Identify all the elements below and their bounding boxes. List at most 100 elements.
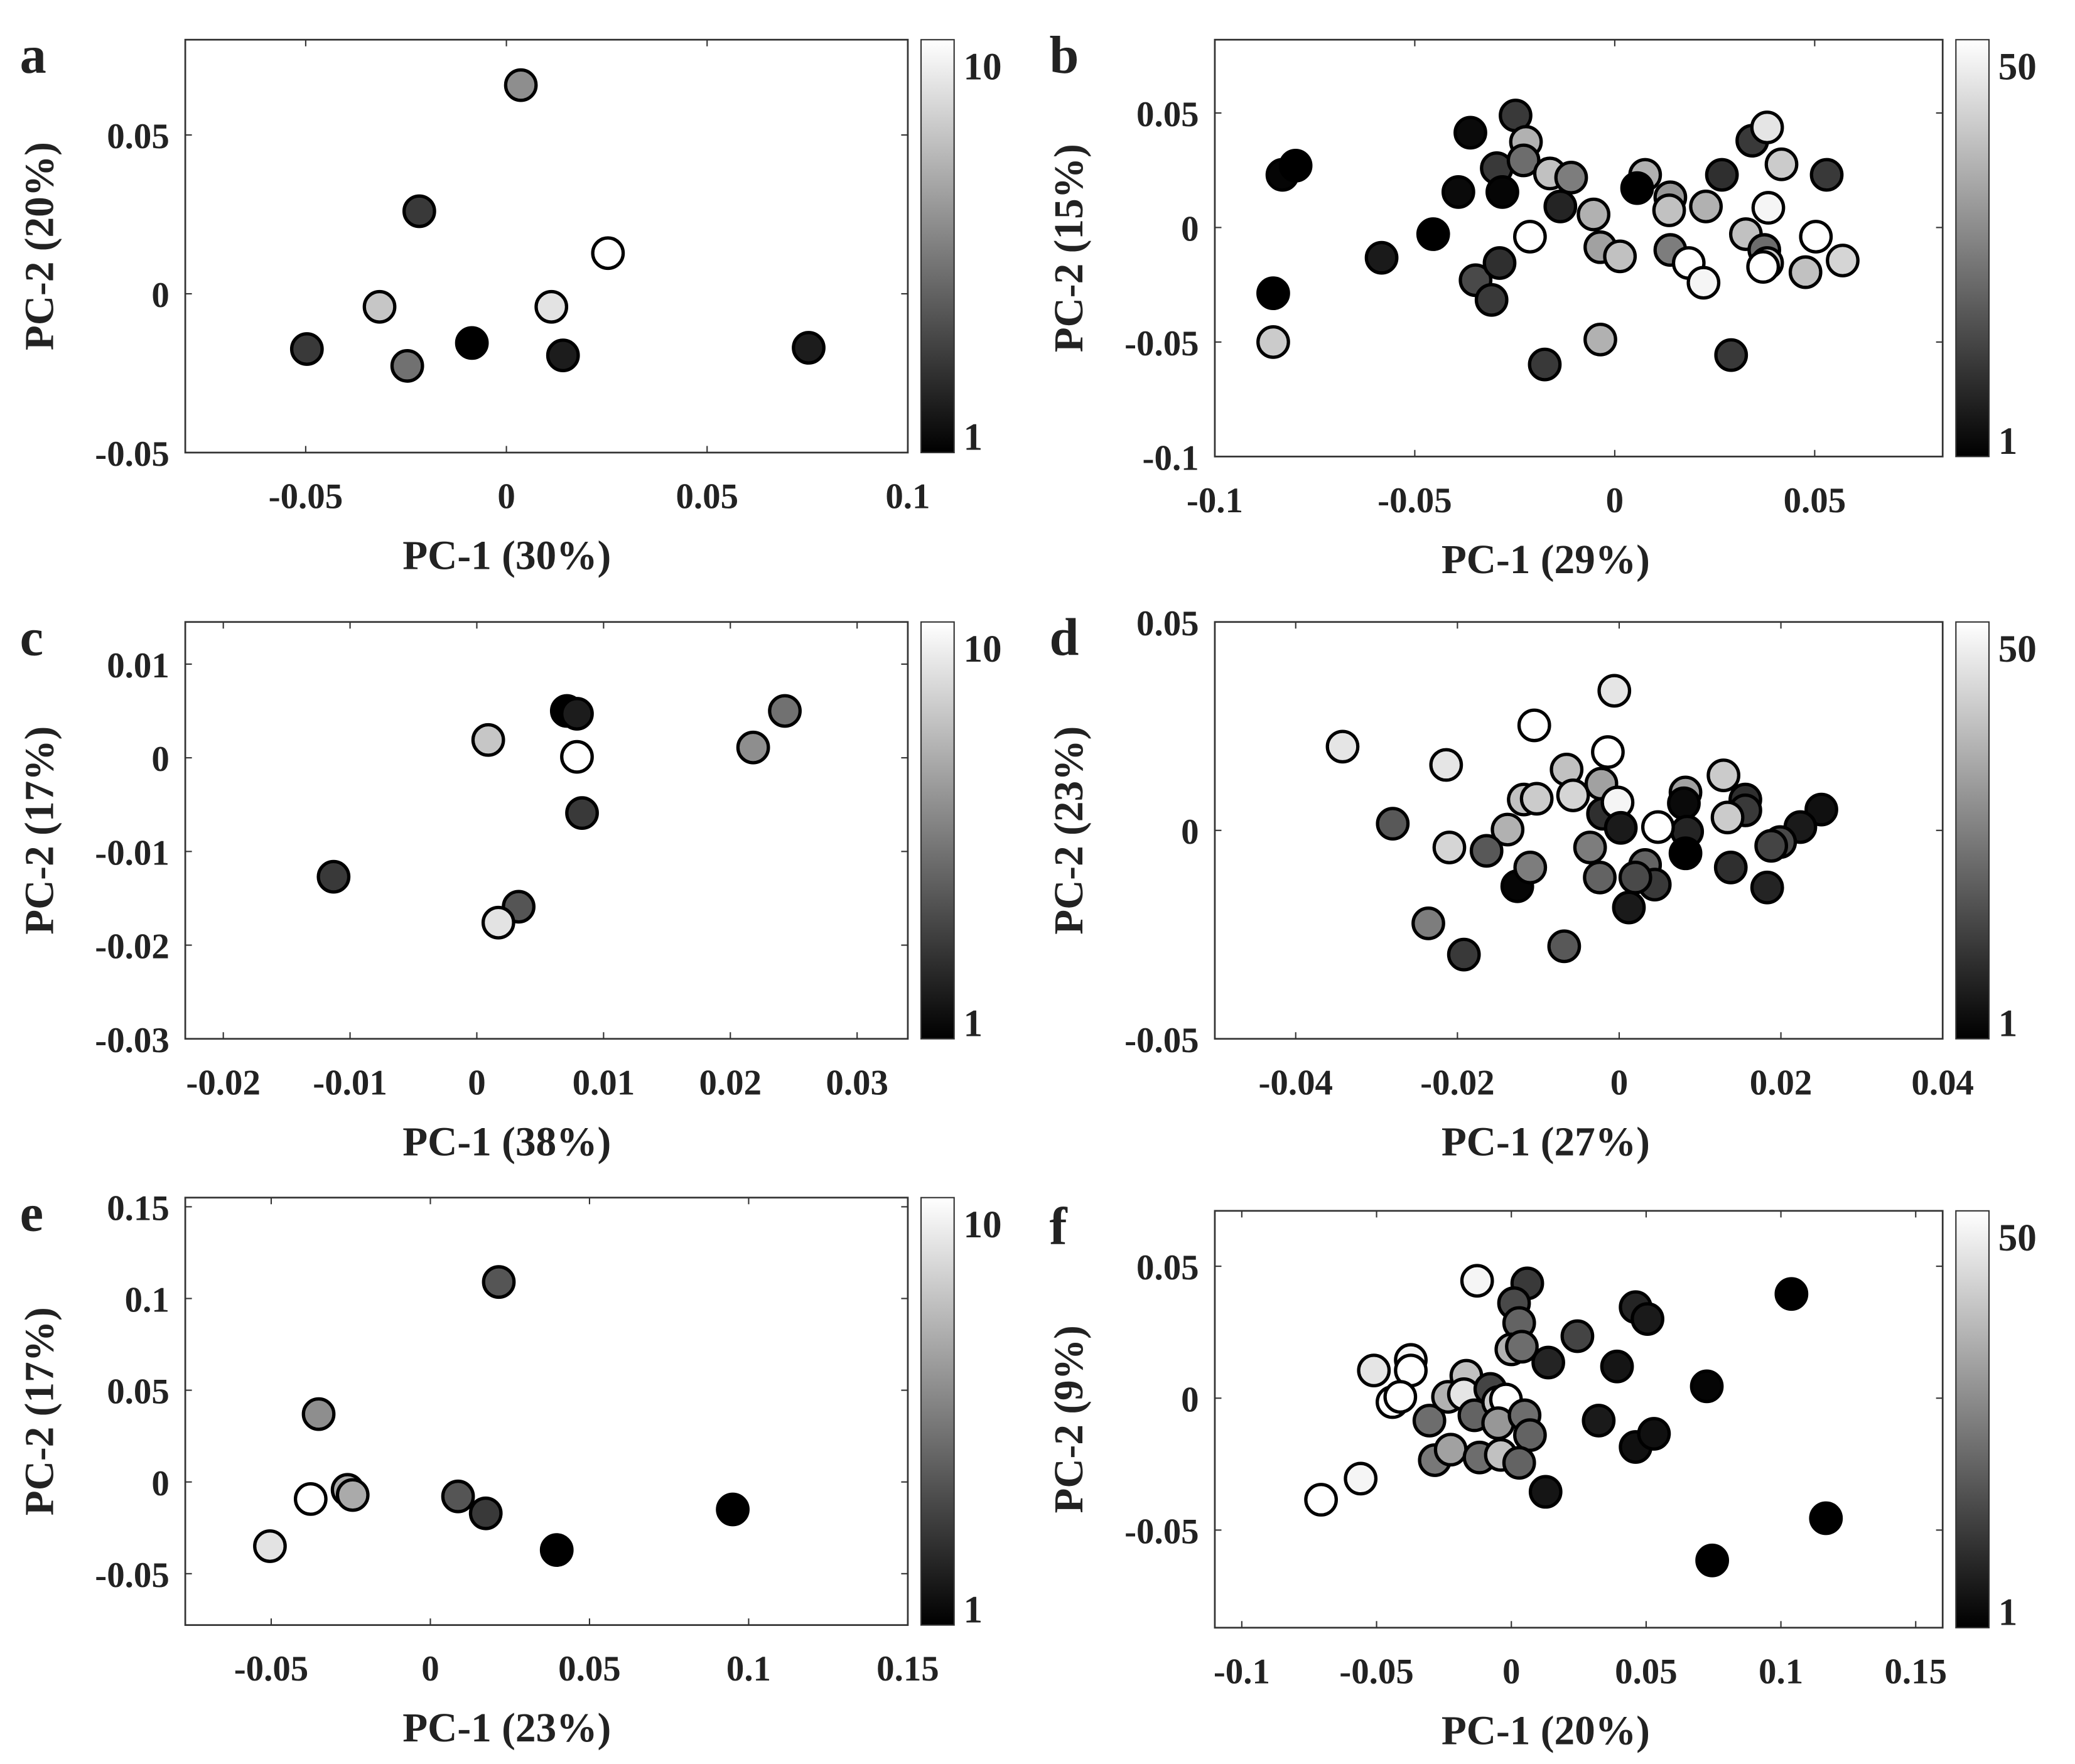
x-axis-label: PC-1 (23%) xyxy=(402,1706,611,1751)
panel-d: d -0.04 -0.02 0 0.02 0.04 -0.05 0 0.05 PC-1 (27%)… xyxy=(1047,604,2037,1164)
panel-letter: a xyxy=(20,26,46,85)
plot-area xyxy=(1214,1210,1944,1629)
data-point xyxy=(441,1479,475,1514)
data-point xyxy=(539,1533,574,1568)
y-tick-label: -0.01 xyxy=(95,833,170,873)
x-tick-label: 0.1 xyxy=(1759,1652,1803,1691)
data-point xyxy=(1560,1319,1595,1353)
x-tick-label: 0.15 xyxy=(876,1649,939,1689)
data-point xyxy=(1547,929,1582,964)
data-point xyxy=(1490,812,1525,847)
x-tick-label: 0.02 xyxy=(699,1063,762,1102)
data-point xyxy=(481,905,515,940)
y-tick-label: 0 xyxy=(151,739,169,779)
data-point xyxy=(1690,1369,1724,1404)
data-point xyxy=(1576,197,1611,232)
x-tick-label: -0.04 xyxy=(1258,1063,1333,1102)
data-point xyxy=(1528,347,1562,382)
y-tick-label: 0 xyxy=(1181,209,1199,249)
data-point xyxy=(1686,266,1721,300)
data-point xyxy=(1706,758,1741,793)
colorbar xyxy=(920,1197,955,1626)
data-point xyxy=(1556,778,1590,812)
data-point xyxy=(1705,158,1739,192)
colorbar xyxy=(1955,621,1990,1040)
y-axis-label: PC-2 (23%) xyxy=(1047,726,1092,935)
y-tick-label: -0.05 xyxy=(95,1556,170,1595)
colorbar-min-label: 1 xyxy=(963,1589,983,1631)
data-point xyxy=(1597,674,1632,708)
x-axis-label: PC-1 (27%) xyxy=(1442,1119,1650,1164)
data-point xyxy=(1364,240,1399,275)
data-point xyxy=(1469,834,1504,868)
data-point xyxy=(1441,175,1475,209)
data-point xyxy=(482,1265,516,1299)
data-point xyxy=(1600,1349,1634,1384)
data-point xyxy=(1519,782,1554,816)
data-point xyxy=(1429,748,1463,782)
x-tick-label: -0.05 xyxy=(1377,481,1452,520)
x-tick-label: 0 xyxy=(1610,1063,1628,1102)
data-point xyxy=(1750,870,1784,905)
data-point xyxy=(1531,1345,1565,1380)
data-point xyxy=(1637,1417,1671,1451)
x-tick-label: 0 xyxy=(421,1649,439,1689)
y-tick-label: -0.03 xyxy=(95,1021,170,1060)
data-point xyxy=(1826,244,1860,277)
colorbar-max-label: 10 xyxy=(963,46,1001,88)
colorbar xyxy=(1955,39,1990,458)
data-point xyxy=(362,289,397,324)
x-tick-label: 0 xyxy=(1502,1652,1520,1691)
data-point xyxy=(1689,189,1723,223)
data-point xyxy=(1554,161,1588,195)
y-tick-label: 0.1 xyxy=(125,1281,170,1320)
x-tick-label: 0.05 xyxy=(1615,1652,1678,1691)
x-axis-label: PC-1 (20%) xyxy=(1442,1708,1650,1753)
data-point xyxy=(1357,1353,1391,1387)
x-tick-label: -0.02 xyxy=(1420,1063,1495,1102)
y-tick-label: 0.01 xyxy=(107,646,170,686)
data-point xyxy=(1376,807,1410,841)
data-point xyxy=(1754,829,1789,863)
y-tick-label: 0.05 xyxy=(107,1372,170,1412)
y-axis-label: PC-2 (15%) xyxy=(1047,144,1092,352)
data-point xyxy=(1809,158,1844,192)
colorbar xyxy=(1955,1210,1990,1628)
data-point xyxy=(1573,831,1607,864)
data-point xyxy=(301,1397,336,1431)
data-point xyxy=(1751,191,1786,225)
data-point xyxy=(1502,1446,1536,1480)
data-point xyxy=(1710,800,1745,835)
data-point xyxy=(1618,860,1652,895)
data-point xyxy=(736,730,770,765)
colorbar-min-label: 1 xyxy=(963,1003,983,1045)
data-point xyxy=(560,697,594,731)
data-point xyxy=(316,859,351,894)
data-point xyxy=(1612,890,1646,925)
colorbar xyxy=(920,621,955,1040)
data-point xyxy=(1506,143,1541,178)
x-tick-label: 0.15 xyxy=(1884,1652,1947,1691)
data-point xyxy=(1641,810,1675,844)
data-point xyxy=(1482,246,1517,280)
data-point xyxy=(1799,220,1833,254)
data-point xyxy=(546,338,580,373)
y-axis-label: PC-2 (17%) xyxy=(17,726,62,935)
panel-letter: c xyxy=(20,608,43,667)
data-point xyxy=(1412,1404,1447,1438)
y-tick-label: -0.05 xyxy=(1124,1021,1199,1060)
x-tick-label: 0.04 xyxy=(1911,1063,1974,1102)
data-point xyxy=(1714,338,1749,372)
colorbar-min-label: 1 xyxy=(1998,1003,2018,1045)
x-tick-label: 0.05 xyxy=(676,476,738,516)
data-point xyxy=(1603,239,1637,274)
data-point xyxy=(504,68,538,102)
data-point xyxy=(253,1529,287,1563)
y-tick-label: -0.05 xyxy=(1124,324,1199,363)
x-tick-label: -0.05 xyxy=(234,1649,309,1689)
data-point xyxy=(1517,708,1551,743)
panel-c: c -0.02 -0.01 0 0.01 0.02 0.03 -0.03 -0.02 -0.01 0… xyxy=(17,608,1001,1164)
x-tick-label: 0 xyxy=(1606,481,1624,520)
data-point xyxy=(1667,786,1701,820)
y-axis-label: PC-2 (20%) xyxy=(17,142,62,350)
